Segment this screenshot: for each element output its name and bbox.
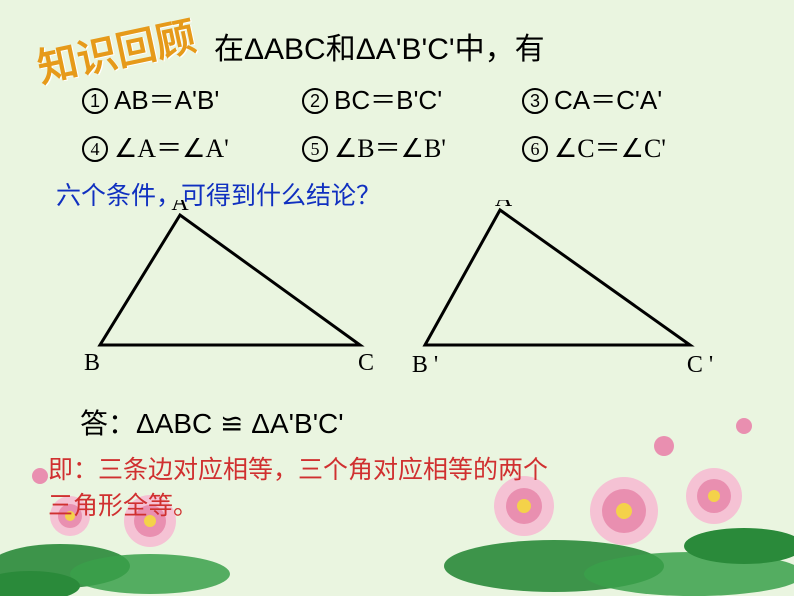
cond-2: BC＝B'C'	[334, 85, 442, 115]
explain-text: 即：三条边对应相等，三个角对应相等的两个 三角形全等。	[48, 452, 548, 525]
cond-4: ∠A＝∠A'	[114, 134, 229, 163]
label-a: A	[171, 200, 189, 216]
triangle-a2b2c2	[425, 210, 690, 345]
conditions-row-1: 1AB＝A'B' 2BC＝B'C' 3CA＝C'A'	[82, 80, 742, 117]
num-5: 5	[302, 136, 328, 162]
label-b2: B '	[412, 352, 438, 378]
num-4: 4	[82, 136, 108, 162]
label-b: B	[84, 350, 100, 376]
triangles-diagram: A B C A ' B ' C '	[80, 200, 720, 385]
label-c: C	[358, 350, 374, 376]
num-2: 2	[302, 88, 328, 114]
num-3: 3	[522, 88, 548, 114]
num-1: 1	[82, 88, 108, 114]
explain-line-1: 即：三条边对应相等，三个角对应相等的两个	[48, 452, 548, 488]
label-c2: C '	[687, 352, 713, 378]
cond-1: AB＝A'B'	[114, 85, 219, 115]
cond-3: CA＝C'A'	[554, 85, 662, 115]
explain-line-2: 三角形全等。	[48, 488, 548, 524]
cond-5: ∠B＝∠B'	[334, 134, 446, 163]
answer-text: 答：ΔABC ≌ ΔA'B'C'	[80, 402, 344, 442]
label-a2: A '	[495, 200, 521, 212]
cond-6: ∠C＝∠C'	[554, 134, 666, 163]
num-6: 6	[522, 136, 548, 162]
conditions-row-2: 4∠A＝∠A' 5∠B＝∠B' 6∠C＝∠C'	[82, 128, 742, 165]
triangle-abc	[100, 215, 360, 345]
title-line: 在ΔABC和ΔA'B'C'中，有	[214, 24, 545, 68]
